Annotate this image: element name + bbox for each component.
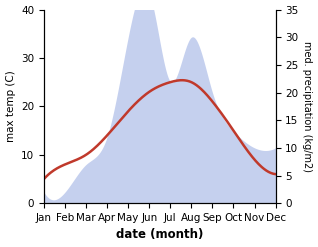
Y-axis label: max temp (C): max temp (C) <box>5 70 16 142</box>
X-axis label: date (month): date (month) <box>116 228 204 242</box>
Y-axis label: med. precipitation (kg/m2): med. precipitation (kg/m2) <box>302 41 313 172</box>
